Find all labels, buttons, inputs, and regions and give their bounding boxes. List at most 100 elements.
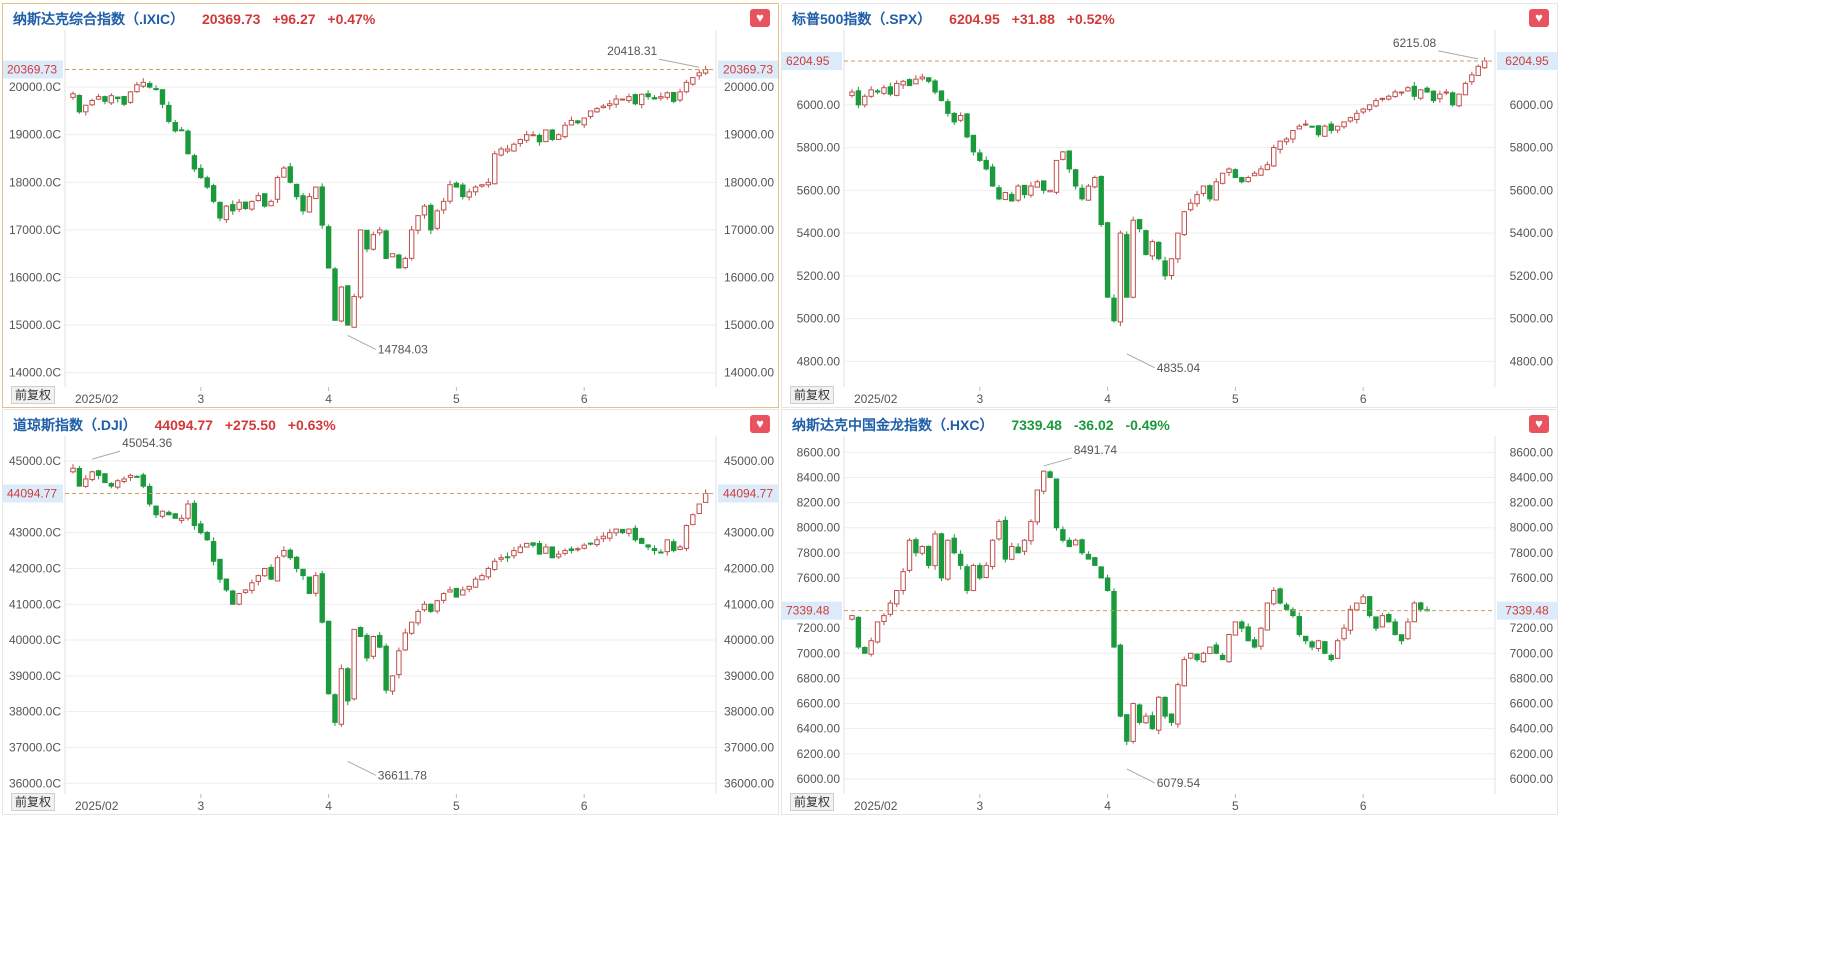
candle-body (76, 94, 83, 113)
last-price-label-left: 20369.73 (7, 63, 57, 77)
candle-body (1015, 185, 1021, 201)
candlestick-chart[interactable]: 6000.00 6000.00 6200.00 6200.00 6400.00 6400.… (782, 410, 1559, 816)
y-tick-label-right: 37000.00 (724, 740, 774, 754)
candle-body (1079, 187, 1085, 200)
heart-icon[interactable]: ♥ (1529, 415, 1549, 433)
candle-body (1021, 184, 1028, 196)
annotation-leader (347, 760, 376, 776)
candle-body (1207, 646, 1213, 655)
annotation-leader (1438, 50, 1479, 60)
candle-body (1366, 104, 1373, 110)
y-tick-label-left: 18000.0C (9, 175, 61, 189)
x-tick-label: 2025/02 (854, 392, 898, 406)
candle-body (913, 539, 919, 554)
candle-body (1117, 232, 1124, 323)
candlestick-chart[interactable]: 36000.0C 36000.00 37000.0C 37000.00 38000.0C… (3, 410, 780, 816)
candle-body (1194, 653, 1200, 661)
candle-body (313, 575, 319, 594)
price-change-pct: -0.49% (1125, 417, 1170, 433)
candle-body (996, 187, 1002, 200)
candle-body (677, 91, 683, 101)
candle-body (1226, 168, 1232, 173)
adjust-button[interactable]: 前复权 (11, 793, 56, 811)
candle-body (383, 645, 389, 691)
chart-panel-ixic[interactable]: 纳斯达克综合指数（.IXIC） 20369.73 +96.27 +0.47% ♥… (2, 3, 779, 408)
candle-body (581, 544, 587, 549)
candle-body (1162, 696, 1168, 717)
x-tick-label: 4 (1104, 799, 1111, 813)
candle-body (1047, 189, 1053, 193)
x-tick-label: 2025/02 (75, 392, 119, 406)
x-tick-label: 6 (1360, 799, 1367, 813)
heart-icon[interactable]: ♥ (750, 415, 770, 433)
candle-body (255, 575, 262, 582)
chart-panel-dji[interactable]: 道琼斯指数（.DJI） 44094.77 +275.50 +0.63% ♥ 36… (2, 409, 779, 815)
candle-body (1175, 232, 1181, 260)
adjust-button[interactable]: 前复权 (11, 386, 56, 404)
last-price-tag-left (3, 60, 63, 79)
candle-body (970, 564, 977, 592)
candle-body (702, 492, 709, 503)
annotation-label: 4835.04 (1157, 361, 1201, 375)
candle-body (1386, 95, 1392, 100)
candle-body (185, 503, 191, 519)
y-tick-label-right: 7200.00 (1510, 621, 1554, 635)
candle-body (178, 129, 185, 132)
candle-body (127, 474, 134, 478)
candle-body (389, 253, 396, 258)
candle-body (1124, 714, 1130, 742)
annotation-leader (347, 334, 376, 350)
candle-body (466, 585, 472, 590)
candle-body (632, 94, 639, 105)
candle-body (306, 196, 313, 213)
candle-body (127, 91, 134, 103)
candle-body (849, 615, 855, 620)
candle-body (626, 528, 632, 534)
adjust-button[interactable]: 前复权 (790, 793, 835, 811)
candle-body (172, 122, 178, 132)
candle-body (1437, 93, 1443, 100)
candle-body (178, 517, 185, 521)
candle-body (913, 78, 919, 85)
candle-body (1149, 715, 1156, 730)
last-price-tag-right (718, 60, 778, 79)
candle-body (453, 182, 460, 188)
candle-body (102, 96, 108, 102)
candle-body (281, 550, 287, 557)
annotation-label: 14784.03 (378, 342, 428, 356)
y-tick-label-left: 6800.00 (797, 671, 841, 685)
candle-body (281, 167, 287, 178)
candle-body (498, 557, 504, 560)
candle-body (690, 77, 696, 85)
candle-body (658, 96, 664, 99)
adjust-button[interactable]: 前复权 (790, 386, 835, 404)
candlestick-chart[interactable]: 14000.0C 14000.00 15000.0C 15000.00 16000.0C… (3, 4, 780, 409)
candle-body (1060, 529, 1066, 541)
candlestick-chart[interactable]: 4800.00 4800.00 5000.00 5000.00 5200.00 5200.… (782, 4, 1559, 409)
candle-body (402, 632, 408, 651)
heart-icon[interactable]: ♥ (1529, 9, 1549, 27)
heart-icon[interactable]: ♥ (750, 9, 770, 27)
chart-panel-hxc[interactable]: 纳斯达克中国金龙指数（.HXC） 7339.48 -36.02 -0.49% ♥… (781, 409, 1558, 815)
candle-body (319, 573, 325, 623)
candle-body (1181, 211, 1187, 236)
candle-body (364, 634, 370, 659)
candle-body (1207, 185, 1213, 200)
candle-body (1085, 553, 1092, 560)
y-tick-label-left: 7000.00 (797, 646, 841, 660)
candle-body (1239, 621, 1245, 629)
chart-panel-spx[interactable]: 标普500指数（.SPX） 6204.95 +31.88 +0.52% ♥ 48… (781, 3, 1558, 408)
candle-body (313, 186, 319, 200)
candle-body (575, 548, 581, 551)
candle-body (408, 229, 415, 259)
price-change-pct: +0.47% (327, 11, 376, 27)
y-tick-label-right: 14000.00 (724, 366, 774, 380)
candle-body (639, 93, 645, 106)
candle-body (925, 545, 932, 566)
candle-body (1028, 185, 1034, 196)
y-tick-label-right: 8400.00 (1510, 470, 1554, 484)
candle-body (300, 195, 306, 212)
candle-body (1168, 713, 1175, 723)
candle-body (345, 668, 351, 702)
candle-body (645, 93, 651, 98)
